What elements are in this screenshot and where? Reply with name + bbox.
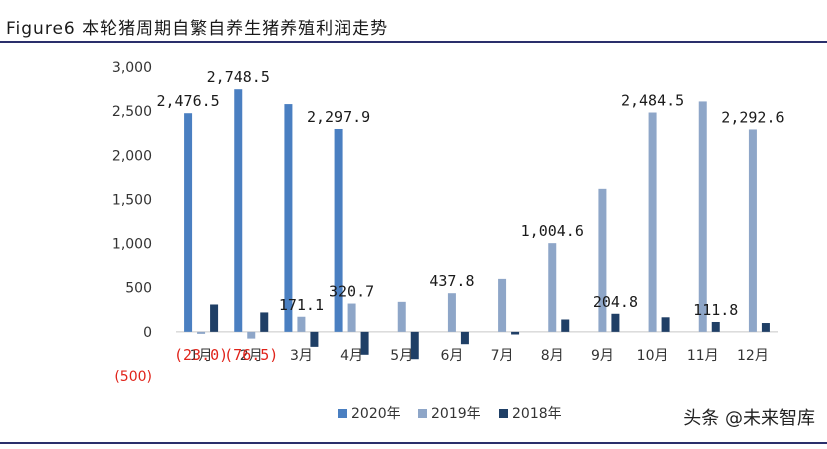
x-tick-label: 4月 <box>340 348 363 364</box>
bar-2019年-10月 <box>648 112 657 332</box>
bar-2018年-2月 <box>260 312 269 332</box>
legend-label: 2020年 <box>351 406 401 422</box>
watermark: 头条 @未来智库 <box>683 408 815 429</box>
bar-2020年-2月 <box>234 89 243 332</box>
legend-label: 2019年 <box>431 406 481 422</box>
bar-2019年-6月 <box>447 293 456 332</box>
bar-2019年-5月 <box>397 301 406 332</box>
footer-rule <box>0 442 827 444</box>
data-label: (76.5) <box>224 346 278 364</box>
bar-2018年-5月 <box>410 331 419 360</box>
data-label: 171.1 <box>279 296 324 314</box>
bar-2020年-4月 <box>334 128 343 332</box>
bar-2018年-8月 <box>561 319 570 332</box>
data-label: 2,484.5 <box>621 92 684 110</box>
data-label: 111.8 <box>693 301 738 319</box>
data-label: 2,476.5 <box>156 92 219 110</box>
x-tick-label: 12月 <box>737 348 769 364</box>
data-label: 1,004.6 <box>521 222 584 240</box>
header-rule <box>0 41 827 43</box>
data-label: 204.8 <box>593 293 638 311</box>
bar-2018年-1月 <box>210 304 219 332</box>
x-tick-label: 3月 <box>290 348 313 364</box>
y-tick-label: (500) <box>114 369 152 385</box>
x-tick-label: 11月 <box>687 348 719 364</box>
legend-swatch-2018年 <box>499 409 508 418</box>
data-label: (23.0) <box>174 346 228 364</box>
bar-2019年-11月 <box>698 101 707 332</box>
x-tick-label: 8月 <box>541 348 564 364</box>
y-tick-label: 2,000 <box>112 148 152 164</box>
y-tick-label: 2,500 <box>112 104 152 120</box>
data-label: 2,297.9 <box>307 108 370 126</box>
y-tick-label: 3,000 <box>112 60 152 76</box>
bar-2019年-1月 <box>197 331 206 334</box>
x-tick-label: 9月 <box>591 348 614 364</box>
bar-2019年-2月 <box>247 331 256 339</box>
bar-2019年-12月 <box>748 129 757 332</box>
x-tick-label: 1月 <box>190 348 213 364</box>
bar-2018年-10月 <box>661 317 670 332</box>
data-label: 2,292.6 <box>721 108 784 126</box>
bar-2019年-4月 <box>347 303 356 332</box>
bar-2018年-12月 <box>761 323 770 332</box>
y-tick-label: 1,000 <box>112 237 152 253</box>
data-label: 2,748.5 <box>207 68 270 86</box>
bar-2018年-9月 <box>611 313 620 332</box>
bar-2018年-6月 <box>460 331 469 345</box>
legend-swatch-2020年 <box>338 409 347 418</box>
bar-2020年-3月 <box>284 104 293 332</box>
x-tick-label: 5月 <box>390 348 413 364</box>
bar-2018年-11月 <box>711 321 720 332</box>
bar-2019年-3月 <box>297 316 306 332</box>
y-tick-label: 0 <box>143 325 152 341</box>
bar-2019年-9月 <box>598 188 607 332</box>
bar-2018年-3月 <box>310 331 319 347</box>
x-tick-label: 10月 <box>637 348 669 364</box>
y-tick-label: 1,500 <box>112 192 152 208</box>
bar-2018年-7月 <box>511 331 520 335</box>
bar-2020年-1月 <box>184 113 193 332</box>
x-tick-label: 7月 <box>491 348 514 364</box>
x-tick-label: 6月 <box>440 348 463 364</box>
chart-title: Figure6 本轮猪周期自繁自养生猪养殖利润走势 <box>6 19 389 39</box>
legend-swatch-2019年 <box>418 409 427 418</box>
bar-2019年-7月 <box>498 278 507 332</box>
bar-2019年-8月 <box>548 243 557 332</box>
y-tick-label: 500 <box>125 281 152 297</box>
data-label: 437.8 <box>429 272 474 290</box>
bar-2018年-4月 <box>360 331 369 355</box>
legend-label: 2018年 <box>512 406 562 422</box>
data-label: 320.7 <box>329 283 374 301</box>
x-tick-label: 2月 <box>240 348 263 364</box>
